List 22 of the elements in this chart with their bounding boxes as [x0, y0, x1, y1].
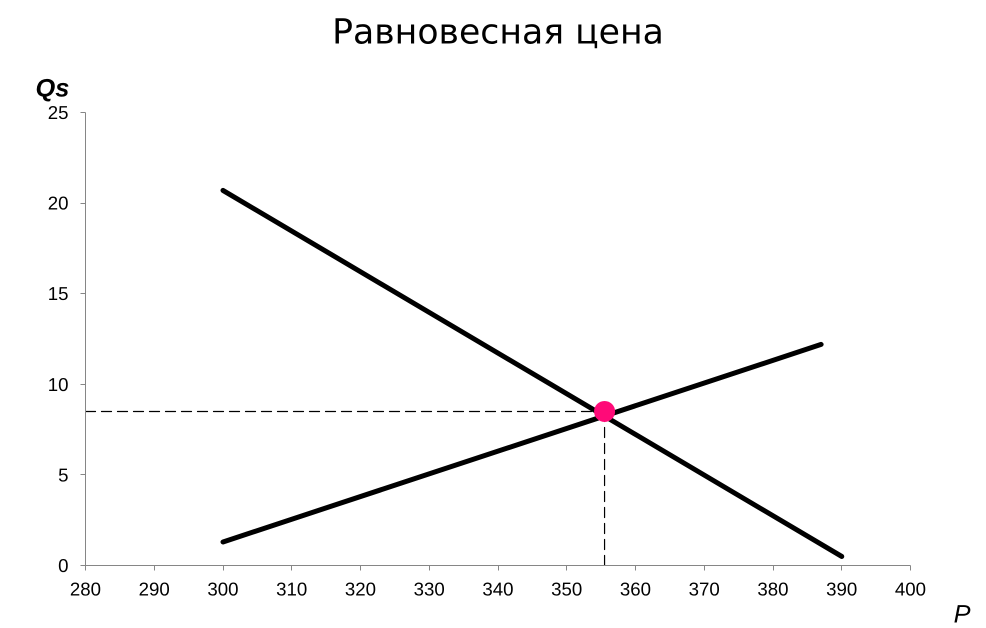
x-tick-label: 340: [482, 578, 514, 600]
x-tick-label: 400: [894, 578, 926, 600]
y-tick-label: 0: [58, 555, 69, 576]
x-tick-label: 310: [276, 578, 308, 600]
x-tick-label: 390: [826, 578, 858, 600]
x-tick-label: 350: [551, 578, 582, 600]
x-tick-label: 330: [414, 578, 445, 600]
y-tick-label: 5: [58, 464, 69, 486]
x-tick-label: 320: [344, 578, 376, 600]
y-tick-label: 20: [48, 192, 69, 214]
x-tick-label: 360: [620, 578, 652, 600]
x-tick-label: 280: [70, 578, 102, 600]
x-tick-label: 380: [757, 578, 789, 600]
x-axis-title: P: [954, 600, 971, 628]
x-tick-label: 290: [138, 578, 170, 600]
y-tick-label: 25: [48, 102, 69, 123]
y-tick-label: 15: [48, 283, 69, 304]
x-tick-label: 300: [207, 578, 239, 600]
x-tick-label: 370: [688, 578, 720, 600]
y-tick-label: 10: [48, 374, 69, 395]
y-axis-title: Qs: [36, 74, 70, 102]
chart-title: Равновесная цена: [332, 12, 664, 52]
